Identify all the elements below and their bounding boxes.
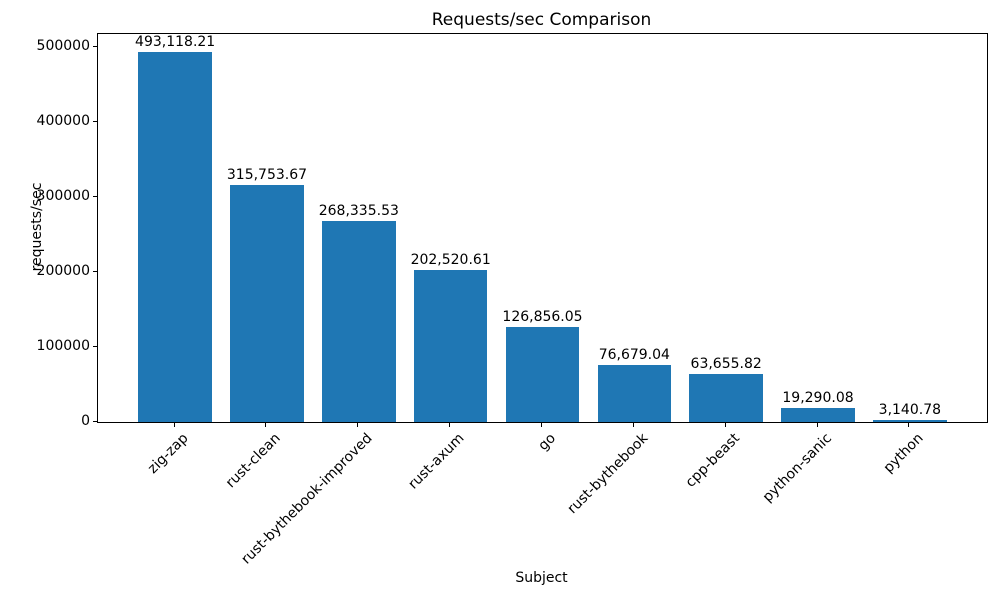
x-axis-label: Subject	[515, 570, 568, 586]
x-tick-label: rust-clean	[222, 430, 284, 492]
bar	[413, 270, 488, 422]
bar-value-label: 493,118.21	[135, 34, 216, 51]
x-tick	[357, 423, 359, 427]
bar	[230, 185, 304, 422]
x-tick	[449, 423, 451, 427]
chart-title: Requests/sec Comparison	[431, 10, 652, 30]
y-tick-label: 100000	[36, 338, 90, 355]
x-tick	[908, 423, 910, 427]
x-tick-label: cpp-beast	[682, 430, 743, 491]
x-tick	[816, 423, 818, 427]
y-tick-label: 500000	[36, 38, 90, 55]
bar	[505, 326, 580, 422]
bar-value-label: 268,335.53	[318, 202, 399, 219]
bar-value-label: 202,520.61	[410, 252, 491, 269]
bar-value-label: 63,655.82	[690, 356, 762, 373]
bar	[873, 419, 947, 422]
bar	[689, 374, 763, 422]
bar-value-label: 3,140.78	[878, 401, 942, 418]
bar-value-label: 19,290.08	[782, 389, 854, 406]
x-tick	[632, 423, 634, 427]
bar	[138, 52, 212, 422]
y-tick	[93, 420, 97, 422]
x-tick-label: python-sanic	[759, 430, 835, 506]
bar-value-label: 315,753.67	[226, 167, 308, 184]
bar	[322, 220, 396, 422]
x-tick-label: go	[535, 430, 560, 454]
y-tick-label: 400000	[36, 113, 90, 130]
y-tick	[93, 345, 97, 347]
x-tick-label: zig-zap	[145, 430, 192, 477]
bar-value-label: 126,856.05	[502, 308, 583, 325]
y-tick	[93, 45, 97, 47]
x-tick	[173, 423, 175, 427]
bar	[597, 364, 672, 422]
bar-value-label: 76,679.04	[598, 346, 670, 363]
y-tick-label: 0	[81, 413, 90, 429]
y-tick-label: 200000	[36, 263, 90, 280]
x-tick	[541, 423, 542, 427]
x-tick	[724, 423, 726, 427]
x-tick-label: rust-axum	[405, 430, 468, 493]
y-tick-label: 300000	[36, 188, 90, 205]
x-tick-label: python	[880, 430, 927, 477]
x-tick	[265, 423, 267, 427]
bar	[781, 407, 855, 422]
y-tick	[93, 120, 97, 122]
x-tick-label: rust-bythebook	[564, 430, 651, 518]
y-tick	[93, 270, 97, 272]
y-tick	[93, 195, 97, 197]
plot-area: 493,118.21 315,753.67 268,335.53 202,520.61…	[97, 33, 988, 423]
